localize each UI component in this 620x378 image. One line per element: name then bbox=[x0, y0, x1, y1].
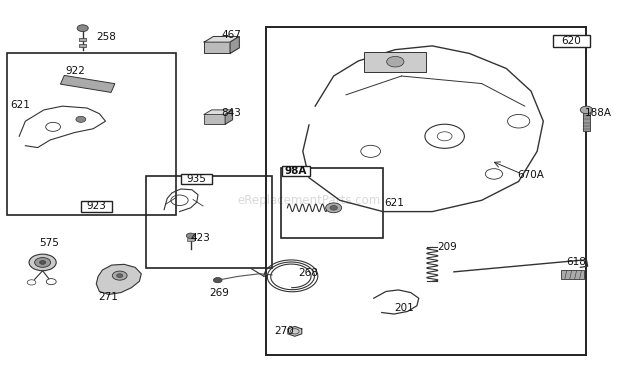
Bar bbox=[583, 112, 590, 131]
Circle shape bbox=[186, 233, 195, 239]
Bar bbox=[79, 44, 86, 46]
Polygon shape bbox=[230, 36, 239, 53]
Bar bbox=[81, 201, 112, 212]
Polygon shape bbox=[60, 76, 115, 93]
Bar bbox=[281, 168, 383, 238]
Bar bbox=[146, 176, 272, 268]
Bar bbox=[266, 27, 587, 355]
Text: 922: 922 bbox=[66, 66, 86, 76]
Text: 621: 621 bbox=[10, 100, 30, 110]
Circle shape bbox=[330, 206, 337, 210]
Circle shape bbox=[76, 116, 86, 122]
Circle shape bbox=[387, 56, 404, 67]
Text: 201: 201 bbox=[394, 304, 414, 313]
Text: eReplacementParts.com: eReplacementParts.com bbox=[237, 194, 381, 207]
Text: 935: 935 bbox=[186, 174, 206, 184]
Text: 575: 575 bbox=[39, 238, 59, 248]
Text: 423: 423 bbox=[190, 233, 210, 243]
Circle shape bbox=[35, 257, 51, 267]
Text: 268: 268 bbox=[298, 268, 318, 278]
Text: 923: 923 bbox=[86, 201, 106, 211]
Bar bbox=[204, 115, 225, 124]
Polygon shape bbox=[288, 327, 302, 336]
Bar bbox=[282, 166, 310, 176]
Text: 843: 843 bbox=[221, 108, 241, 118]
Polygon shape bbox=[225, 110, 232, 124]
Text: 271: 271 bbox=[98, 292, 118, 302]
Circle shape bbox=[326, 203, 342, 213]
Bar bbox=[560, 270, 584, 279]
Text: 269: 269 bbox=[209, 288, 229, 298]
Text: 618: 618 bbox=[567, 257, 587, 267]
Circle shape bbox=[112, 271, 127, 280]
Polygon shape bbox=[204, 36, 239, 42]
Circle shape bbox=[77, 25, 88, 32]
Text: 670A: 670A bbox=[518, 170, 544, 180]
Polygon shape bbox=[204, 110, 232, 115]
Bar bbox=[79, 37, 86, 41]
Text: 258: 258 bbox=[96, 32, 116, 42]
Polygon shape bbox=[96, 264, 141, 294]
Text: 98A: 98A bbox=[285, 166, 308, 176]
Text: 467: 467 bbox=[221, 30, 241, 40]
Text: 270: 270 bbox=[274, 326, 294, 336]
Circle shape bbox=[40, 260, 46, 264]
Circle shape bbox=[580, 106, 593, 114]
Circle shape bbox=[29, 254, 56, 271]
Bar bbox=[181, 174, 211, 184]
Text: 621: 621 bbox=[384, 198, 404, 208]
Text: 620: 620 bbox=[561, 36, 581, 46]
Bar bbox=[365, 51, 426, 72]
Text: 209: 209 bbox=[437, 242, 457, 252]
Circle shape bbox=[213, 277, 222, 283]
Bar bbox=[204, 42, 230, 53]
Bar bbox=[552, 35, 590, 46]
Bar bbox=[187, 239, 194, 241]
Bar bbox=[7, 53, 177, 215]
Text: 188A: 188A bbox=[585, 108, 612, 118]
Circle shape bbox=[117, 274, 123, 277]
